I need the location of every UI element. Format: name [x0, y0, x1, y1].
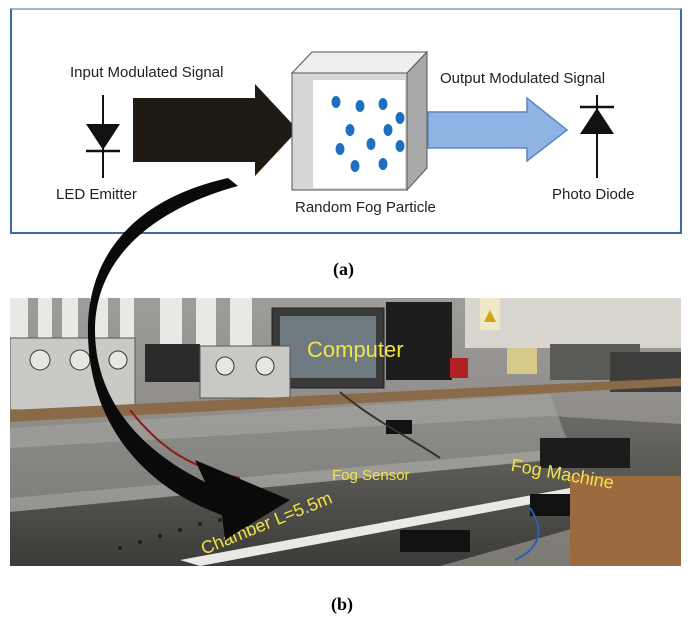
input-signal-label: Input Modulated Signal — [70, 64, 224, 81]
fog-cube — [290, 50, 429, 192]
fog-particles — [331, 96, 405, 172]
computer-label: Computer — [307, 337, 404, 362]
schematic-frame — [10, 8, 682, 234]
output-signal-arrow — [427, 96, 569, 163]
computer-monitor — [271, 302, 452, 389]
output-signal-label: Output Modulated Signal — [440, 70, 606, 87]
led-emitter-label: LED Emitter — [56, 186, 137, 203]
led-emitter-symbol — [86, 95, 120, 178]
photo-diode-label: Photo Diode — [552, 186, 635, 203]
caption-a: (a) — [333, 259, 354, 279]
schematic-diagram — [86, 50, 614, 192]
fog-sensor-device — [386, 420, 412, 434]
photo-diode-symbol — [580, 95, 614, 178]
fog-particle-label: Random Fog Particle — [295, 199, 436, 216]
input-signal-arrow — [133, 84, 298, 176]
fog-sensor-label: Fog Sensor — [332, 467, 410, 484]
fog-machine-device — [540, 438, 630, 468]
caption-b: (b) — [331, 594, 353, 614]
